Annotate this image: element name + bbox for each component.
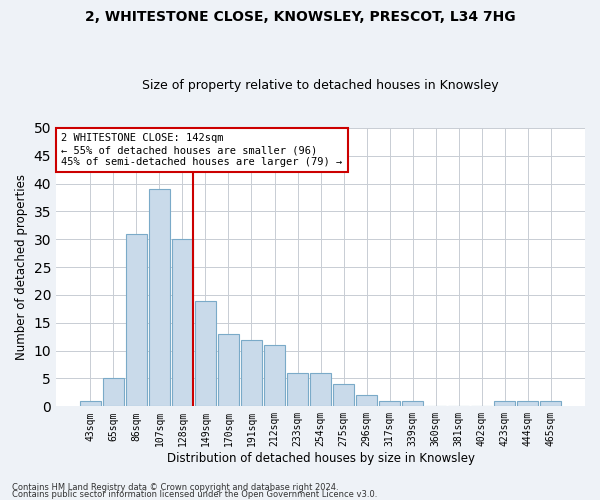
Bar (540, 401, 561, 406)
Bar (310, 373, 331, 406)
Bar (494, 401, 515, 406)
Bar (517, 401, 538, 406)
Bar (172, 240, 193, 406)
Bar (195, 300, 216, 406)
Bar (356, 395, 377, 406)
Bar (264, 345, 285, 406)
Bar (103, 378, 124, 406)
Title: Size of property relative to detached houses in Knowsley: Size of property relative to detached ho… (142, 79, 499, 92)
Bar (241, 340, 262, 406)
Bar (126, 234, 147, 406)
Bar (149, 189, 170, 406)
Bar (80, 401, 101, 406)
Text: 2 WHITESTONE CLOSE: 142sqm
← 55% of detached houses are smaller (96)
45% of semi: 2 WHITESTONE CLOSE: 142sqm ← 55% of deta… (61, 134, 343, 166)
Bar (287, 373, 308, 406)
Text: 2, WHITESTONE CLOSE, KNOWSLEY, PRESCOT, L34 7HG: 2, WHITESTONE CLOSE, KNOWSLEY, PRESCOT, … (85, 10, 515, 24)
Bar (218, 334, 239, 406)
X-axis label: Distribution of detached houses by size in Knowsley: Distribution of detached houses by size … (167, 452, 475, 465)
Bar (402, 401, 423, 406)
Y-axis label: Number of detached properties: Number of detached properties (15, 174, 28, 360)
Bar (379, 401, 400, 406)
Bar (333, 384, 354, 406)
Text: Contains public sector information licensed under the Open Government Licence v3: Contains public sector information licen… (12, 490, 377, 499)
Text: Contains HM Land Registry data © Crown copyright and database right 2024.: Contains HM Land Registry data © Crown c… (12, 484, 338, 492)
